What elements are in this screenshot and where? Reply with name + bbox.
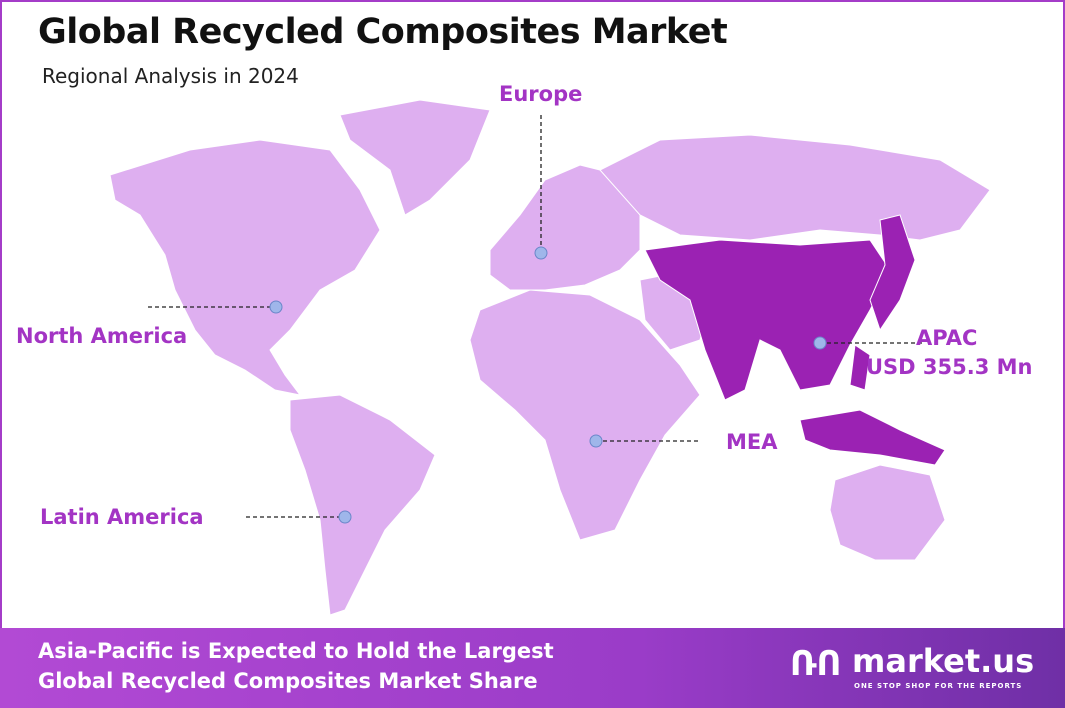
banner-line-2: Global Recycled Composites Market Share [38,669,538,693]
logo-name: market.us [852,642,1035,680]
africa [469,289,701,541]
page-title: Global Recycled Composites Market [38,12,728,52]
label-mea: MEA [726,430,778,454]
label-apac: APAC [916,326,978,350]
page-subtitle: Regional Analysis in 2024 [42,64,299,88]
marker-mea [589,434,603,448]
russia [599,134,991,241]
banner-text: Asia-Pacific is Expected to Hold the Lar… [38,636,554,696]
label-europe: Europe [499,82,583,106]
north-america [109,139,381,396]
label-apac-value: USD 355.3 Mn [866,355,1033,379]
marker-europe [534,246,548,260]
footer-banner: Asia-Pacific is Expected to Hold the Lar… [0,628,1065,708]
apac-highlight [644,214,946,466]
marker-latin-america [338,510,352,524]
europe [489,164,641,291]
label-latin-america: Latin America [40,505,204,529]
greenland [339,99,491,216]
logo-tagline: ONE STOP SHOP FOR THE REPORTS [854,682,1023,690]
label-north-america: North America [16,324,188,348]
marker-north-america [269,300,283,314]
logo-mark-icon: ՌՈ [790,644,842,684]
australia [829,464,946,561]
banner-line-1: Asia-Pacific is Expected to Hold the Lar… [38,639,554,663]
world-map [109,99,991,616]
marker-apac [813,336,827,350]
south-america [289,394,436,616]
